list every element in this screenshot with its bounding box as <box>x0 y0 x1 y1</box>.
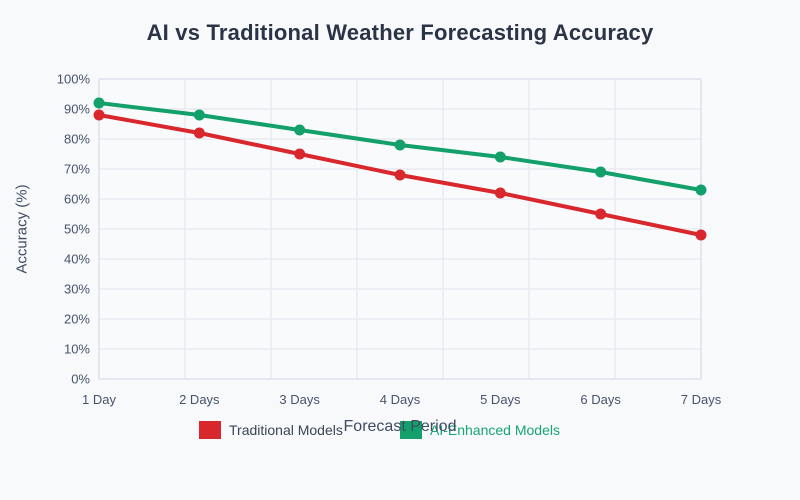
x-tick-label: 1 Day <box>82 392 116 407</box>
data-point-marker[interactable] <box>595 166 607 178</box>
data-point-marker[interactable] <box>193 109 205 121</box>
x-tick-label: 6 Days <box>580 392 621 407</box>
x-tick-label: 5 Days <box>480 392 521 407</box>
legend-swatch-traditional-models <box>199 421 221 439</box>
y-tick-label: 0% <box>71 372 90 387</box>
x-tick-label: 3 Days <box>279 392 320 407</box>
data-point-marker[interactable] <box>93 97 105 109</box>
legend-swatch-ai-enhanced-models <box>400 421 422 439</box>
data-point-marker[interactable] <box>193 127 205 139</box>
data-point-marker[interactable] <box>595 208 607 220</box>
y-tick-label: 80% <box>64 132 90 147</box>
y-tick-label: 90% <box>64 102 90 117</box>
y-tick-label: 40% <box>64 252 90 267</box>
data-point-marker[interactable] <box>394 169 406 181</box>
plot-border <box>98 78 702 380</box>
legend-item-ai-enhanced-models[interactable]: AI-Enhanced Models <box>400 421 560 439</box>
x-axis-title: Forecast Period <box>343 418 457 435</box>
y-tick-label: 100% <box>57 72 91 87</box>
data-point-marker[interactable] <box>695 229 707 241</box>
data-point-marker[interactable] <box>294 148 306 160</box>
y-tick-label: 30% <box>64 282 90 297</box>
y-tick-label: 60% <box>64 192 90 207</box>
data-point-marker[interactable] <box>494 187 506 199</box>
y-tick-label: 50% <box>64 222 90 237</box>
legend-label-traditional-models: Traditional Models <box>229 422 343 438</box>
x-tick-label: 7 Days <box>681 392 722 407</box>
y-tick-label: 10% <box>64 342 90 357</box>
data-point-marker[interactable] <box>294 124 306 136</box>
data-point-marker[interactable] <box>494 151 506 163</box>
data-point-marker[interactable] <box>695 184 707 196</box>
legend-label-ai-enhanced-models: AI-Enhanced Models <box>430 422 560 438</box>
data-point-marker[interactable] <box>394 139 406 151</box>
y-tick-label: 70% <box>64 162 90 177</box>
data-point-marker[interactable] <box>93 109 105 121</box>
y-tick-label: 20% <box>64 312 90 327</box>
x-tick-label: 4 Days <box>380 392 421 407</box>
legend-item-traditional-models[interactable]: Traditional Models <box>199 421 343 439</box>
chart-title: AI vs Traditional Weather Forecasting Ac… <box>146 20 654 45</box>
x-tick-label: 2 Days <box>179 392 220 407</box>
